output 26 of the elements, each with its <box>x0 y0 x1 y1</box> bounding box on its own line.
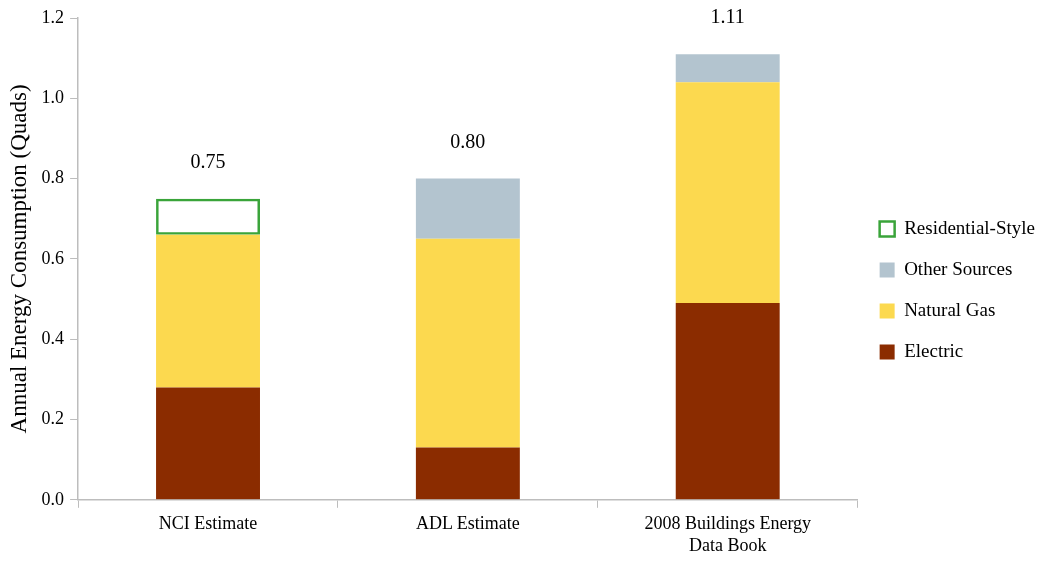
y-tick-label: 0.8 <box>41 167 65 188</box>
total-label: 0.75 <box>190 149 226 172</box>
bar <box>415 238 520 448</box>
bar <box>415 178 520 239</box>
bar <box>675 54 780 83</box>
bar <box>675 82 780 304</box>
x-tick-label: 2008 Buildings Energy Data Book <box>644 513 812 555</box>
bar <box>156 387 260 500</box>
total-label: 0.80 <box>450 129 486 152</box>
legend-label: Electric <box>904 339 964 361</box>
legend-label: Residential-Style <box>904 216 1036 238</box>
bar <box>156 234 260 388</box>
y-tick-label: 1.2 <box>41 6 65 27</box>
y-tick-label: 0.0 <box>41 488 65 509</box>
total-label: 1.11 <box>710 5 745 28</box>
y-tick-label: 1.0 <box>41 87 65 108</box>
y-tick-label: 0.6 <box>41 247 65 268</box>
bar <box>415 447 520 500</box>
legend-label: Other Sources <box>904 257 1013 279</box>
y-tick-label: 0.2 <box>41 408 65 429</box>
bar <box>675 303 780 500</box>
y-tick-label: 0.4 <box>41 327 65 348</box>
y-axis-title: Annual Energy Consumption (Quads) <box>5 84 31 434</box>
x-tick-label: NCI Estimate <box>158 513 258 534</box>
x-tick-label: ADL Estimate <box>415 513 520 534</box>
legend-label: Natural Gas <box>904 298 996 320</box>
